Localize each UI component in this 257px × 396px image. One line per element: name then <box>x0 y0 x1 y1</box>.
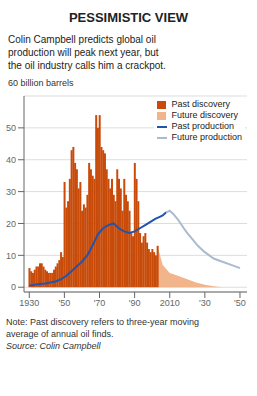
html-text:Source: Colin Campbell: Source: Colin Campbell <box>6 341 101 351</box>
svg-text:0: 0 <box>11 282 16 292</box>
svg-text:30: 30 <box>6 187 16 197</box>
html-text:Note: Past discovery refers to: Note: Past discovery refers to three-yea… <box>6 317 200 327</box>
svg-text:'90: '90 <box>129 298 141 308</box>
svg-text:10: 10 <box>6 251 16 261</box>
svg-text:'70: '70 <box>94 298 106 308</box>
html-text:Future production: Future production <box>171 132 242 142</box>
html-text:Colin Campbell predicts global: Colin Campbell predicts global oil produ… <box>8 34 166 71</box>
svg-text:'50: '50 <box>234 298 246 308</box>
svg-text:2010: 2010 <box>160 298 180 308</box>
html-text:Future discovery: Future discovery <box>171 110 238 120</box>
svg-text:'30: '30 <box>199 298 211 308</box>
html-text:average of annual oil finds.: average of annual oil finds. <box>6 329 114 339</box>
html-text:PESSIMISTIC VIEW: PESSIMISTIC VIEW <box>68 10 189 25</box>
html-text:Past discovery: Past discovery <box>171 99 230 109</box>
html-text:Past production: Past production <box>171 121 234 131</box>
svg-text:40: 40 <box>6 155 16 165</box>
svg-text:1930: 1930 <box>19 298 39 308</box>
svg-text:20: 20 <box>6 219 16 229</box>
svg-text:50: 50 <box>6 123 16 133</box>
svg-text:'50: '50 <box>59 298 71 308</box>
html-text:60 billion barrels: 60 billion barrels <box>8 78 74 88</box>
